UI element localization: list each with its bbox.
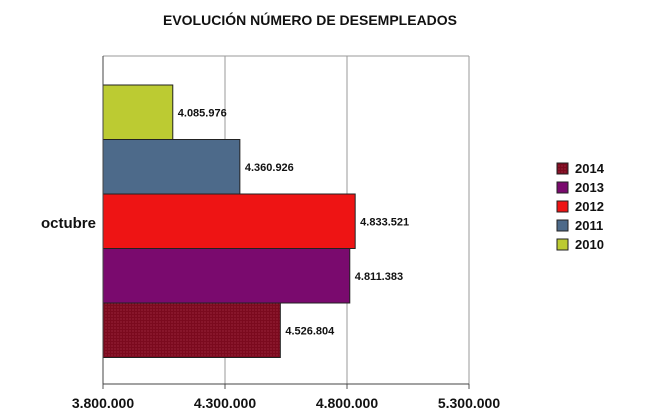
data-labels: 4.085.976 4.360.926 4.833.521 4.811.383 4.52…	[178, 107, 409, 337]
legend-swatch-2014	[556, 162, 569, 175]
tick-labels: 3.800.000 4.300.000 4.800.000 5.300.000	[72, 395, 500, 411]
legend-swatch-2010	[556, 238, 569, 251]
legend-swatch-2012	[556, 200, 569, 213]
data-label-2013: 4.811.383	[355, 271, 403, 283]
data-label-2010: 4.085.976	[178, 107, 227, 119]
tick-label-2: 4.800.000	[316, 395, 378, 411]
legend-label-2011: 2011	[575, 218, 603, 233]
bar-2013	[102, 248, 351, 304]
legend-swatch-2011	[556, 219, 569, 232]
bar-2010	[102, 84, 174, 140]
bar-2011	[102, 139, 241, 195]
axes: octubre	[41, 56, 470, 389]
legend-swatch-2013	[556, 181, 569, 194]
legend-label-2012: 2012	[575, 199, 604, 214]
legend-label-2010: 2010	[575, 237, 604, 252]
legend: 2014 2013 2012 2011 2010	[556, 161, 605, 252]
bar-2014	[102, 302, 281, 358]
data-label-2014: 4.526.804	[285, 325, 335, 337]
bars	[102, 84, 356, 358]
legend-label-2014: 2014	[575, 161, 605, 176]
data-label-2012: 4.833.521	[360, 216, 409, 228]
tick-label-0: 3.800.000	[72, 395, 134, 411]
legend-label-2013: 2013	[575, 180, 604, 195]
data-label-2011: 4.360.926	[245, 162, 294, 174]
tick-label-1: 4.300.000	[194, 395, 256, 411]
tick-label-3: 5.300.000	[438, 395, 500, 411]
bar-2012	[102, 193, 356, 249]
chart-title: EVOLUCIÓN NÚMERO DE DESEMPLEADOS	[163, 11, 457, 28]
category-label-0: octubre	[41, 215, 96, 232]
